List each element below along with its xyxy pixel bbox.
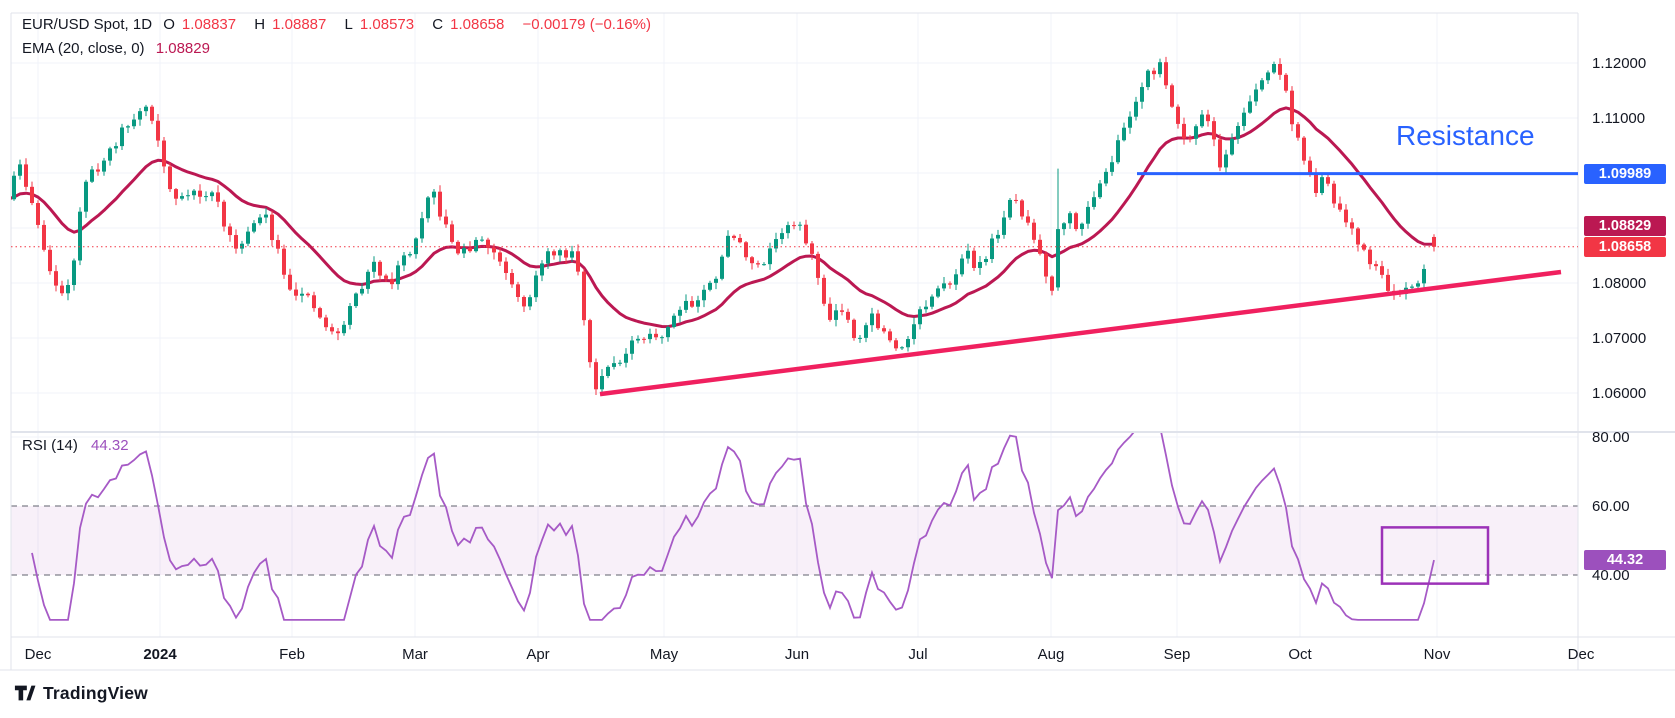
- ema-price-badge: 1.08829: [1584, 215, 1666, 236]
- ohlc-open: O 1.08837: [163, 16, 237, 33]
- ohlc-low: L 1.08573: [344, 16, 415, 33]
- time-axis-label: May: [649, 646, 679, 663]
- resistance-annotation-label[interactable]: Resistance: [1396, 120, 1535, 151]
- time-axis-label: Sep: [1163, 646, 1191, 663]
- rsi-axis-label: 40.00: [1592, 567, 1630, 584]
- time-axis-label: Jul: [908, 646, 928, 663]
- rsi-legend-row[interactable]: RSI (14) 44.32: [22, 437, 138, 454]
- time-axis-label: Dec: [1567, 646, 1595, 663]
- time-axis-label: Dec: [24, 646, 52, 663]
- ohlc-high: H 1.08887: [254, 16, 327, 33]
- price-axis-label: 1.11000: [1592, 110, 1646, 127]
- tradingview-logo[interactable]: TradingView: [14, 682, 148, 704]
- tradingview-logo-text: TradingView: [43, 682, 148, 703]
- tradingview-logo-icon: [14, 685, 36, 701]
- symbol-legend-row[interactable]: EUR/USD Spot, 1D O 1.08837 H 1.08887 L 1.08…: [22, 14, 658, 35]
- rsi-axis-label: 80.00: [1592, 429, 1630, 446]
- time-axis-label: Apr: [526, 646, 550, 663]
- price-axis-label: 1.08000: [1592, 275, 1647, 292]
- time-axis-label: Mar: [402, 646, 428, 663]
- candlestick-series: [12, 56, 1436, 395]
- trendline: [599, 269, 1562, 397]
- rsi-value: 44.32: [91, 437, 129, 454]
- resistance-price-badge: 1.09989: [1584, 163, 1666, 184]
- ema-label[interactable]: EMA (20, close, 0): [22, 40, 145, 57]
- rsi-highlight-box: [1380, 526, 1490, 585]
- ohlc-close: C 1.08658: [432, 16, 505, 33]
- symbol-title[interactable]: EUR/USD Spot, 1D: [22, 16, 153, 33]
- price-axis-label: 1.07000: [1592, 330, 1647, 347]
- time-axis-label: Oct: [1288, 646, 1312, 663]
- price-change: −0.00179 (−0.16%): [522, 16, 651, 33]
- time-axis-label: Jun: [784, 646, 810, 663]
- ema-legend-row[interactable]: EMA (20, close, 0) 1.08829: [22, 38, 658, 59]
- time-axis-label: 2024: [143, 646, 177, 663]
- rsi-line: [31, 433, 1435, 621]
- rsi-value-badge: 44.32: [1584, 550, 1666, 571]
- ema-value: 1.08829: [155, 40, 210, 57]
- rsi-axis-label: 60.00: [1592, 498, 1630, 515]
- time-axis-label: Feb: [279, 646, 305, 663]
- ema-line: [11, 106, 1435, 329]
- last-price-badge: 1.08658: [1584, 236, 1666, 257]
- price-axis-label: 1.12000: [1592, 55, 1647, 72]
- time-axis-label: Nov: [1423, 646, 1451, 663]
- rsi-label[interactable]: RSI (14): [22, 437, 78, 454]
- price-axis-label: 1.06000: [1592, 385, 1647, 402]
- chart-legend[interactable]: EUR/USD Spot, 1D O 1.08837 H 1.08887 L 1.08…: [22, 14, 658, 59]
- time-axis-label: Aug: [1037, 646, 1065, 663]
